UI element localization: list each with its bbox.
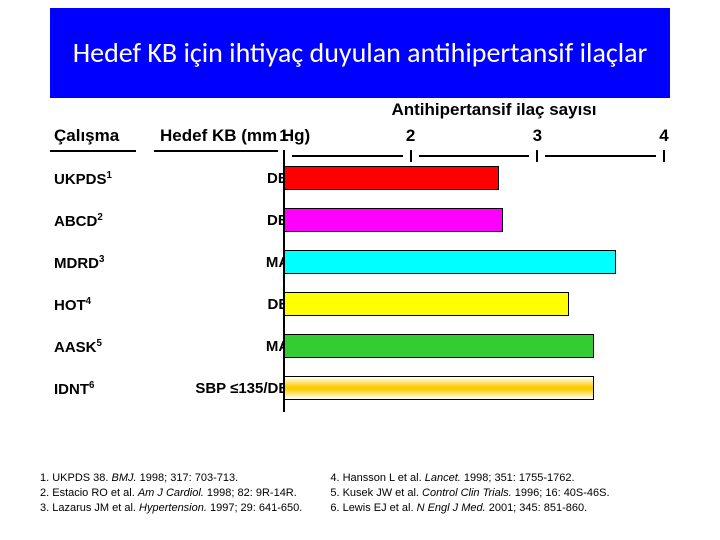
study-label: IDNT6 [54, 380, 94, 398]
axis-segment [545, 155, 656, 157]
bar-wrap [284, 166, 499, 190]
axis-header: Antihipertansif ilaç sayısı Çalışma Hede… [50, 100, 670, 160]
chart-row: UKPDS1DBP <85 [50, 160, 670, 202]
bar [284, 250, 616, 274]
study-label: AASK5 [54, 338, 102, 356]
axis-tick-label: 2 [401, 126, 421, 146]
chart-row: IDNT6SBP ≤135/DBP ≤85 [50, 370, 670, 412]
axis-tick-label: 4 [654, 126, 674, 146]
study-label: HOT4 [54, 296, 91, 314]
column-study: Çalışma [54, 126, 119, 146]
axis-segment [292, 155, 403, 157]
bar-wrap [284, 208, 503, 232]
bar [284, 334, 594, 358]
slide: Hedef KB için ihtiyaç duyulan antihipert… [0, 0, 720, 540]
references: 1. UKPDS 38. BMJ. 1998; 317: 703-713.2. … [40, 471, 680, 516]
axis-title: Antihipertansif ilaç sayısı [324, 100, 664, 120]
axis-tick-label: 3 [527, 126, 547, 146]
slide-title: Hedef KB için ihtiyaç duyulan antihipert… [73, 37, 648, 69]
reference-line: 6. Lewis EJ et al. N Engl J Med. 2001; 3… [330, 501, 609, 516]
references-right: 4. Hansson L et al. Lancet. 1998; 351: 1… [330, 471, 609, 516]
chart-row: ABCD2DBP <75 [50, 202, 670, 244]
axis-tick-label: 1 [274, 126, 294, 146]
axis-segment [419, 155, 530, 157]
bar-wrap [284, 292, 569, 316]
chart-row: MDRD3MAP ≤92 [50, 244, 670, 286]
study-label: ABCD2 [54, 212, 103, 230]
reference-line: 3. Lazarus JM et al. Hypertension. 1997;… [40, 501, 302, 516]
bar-wrap [284, 334, 594, 358]
study-label: UKPDS1 [54, 170, 112, 188]
bar-wrap [284, 376, 594, 400]
column-target-label: Hedef KB [160, 126, 237, 145]
bar-wrap [284, 250, 616, 274]
title-box: Hedef KB için ihtiyaç duyulan antihipert… [50, 8, 670, 98]
bar [284, 376, 594, 400]
chart-row: AASK5MAP ≤92 [50, 328, 670, 370]
reference-line: 4. Hansson L et al. Lancet. 1998; 351: 1… [330, 471, 609, 486]
reference-line: 2. Estacio RO et al. Am J Cardiol. 1998;… [40, 486, 302, 501]
reference-line: 1. UKPDS 38. BMJ. 1998; 317: 703-713. [40, 471, 302, 486]
chart-row: HOT4DBP ≤80 [50, 286, 670, 328]
bar [284, 292, 569, 316]
underline-study [50, 150, 136, 152]
references-left: 1. UKPDS 38. BMJ. 1998; 317: 703-713.2. … [40, 471, 302, 516]
reference-line: 5. Kusek JW et al. Control Clin Trials. … [330, 486, 609, 501]
bar [284, 208, 503, 232]
study-label: MDRD3 [54, 254, 104, 272]
underline-target [154, 150, 278, 152]
bar [284, 166, 499, 190]
